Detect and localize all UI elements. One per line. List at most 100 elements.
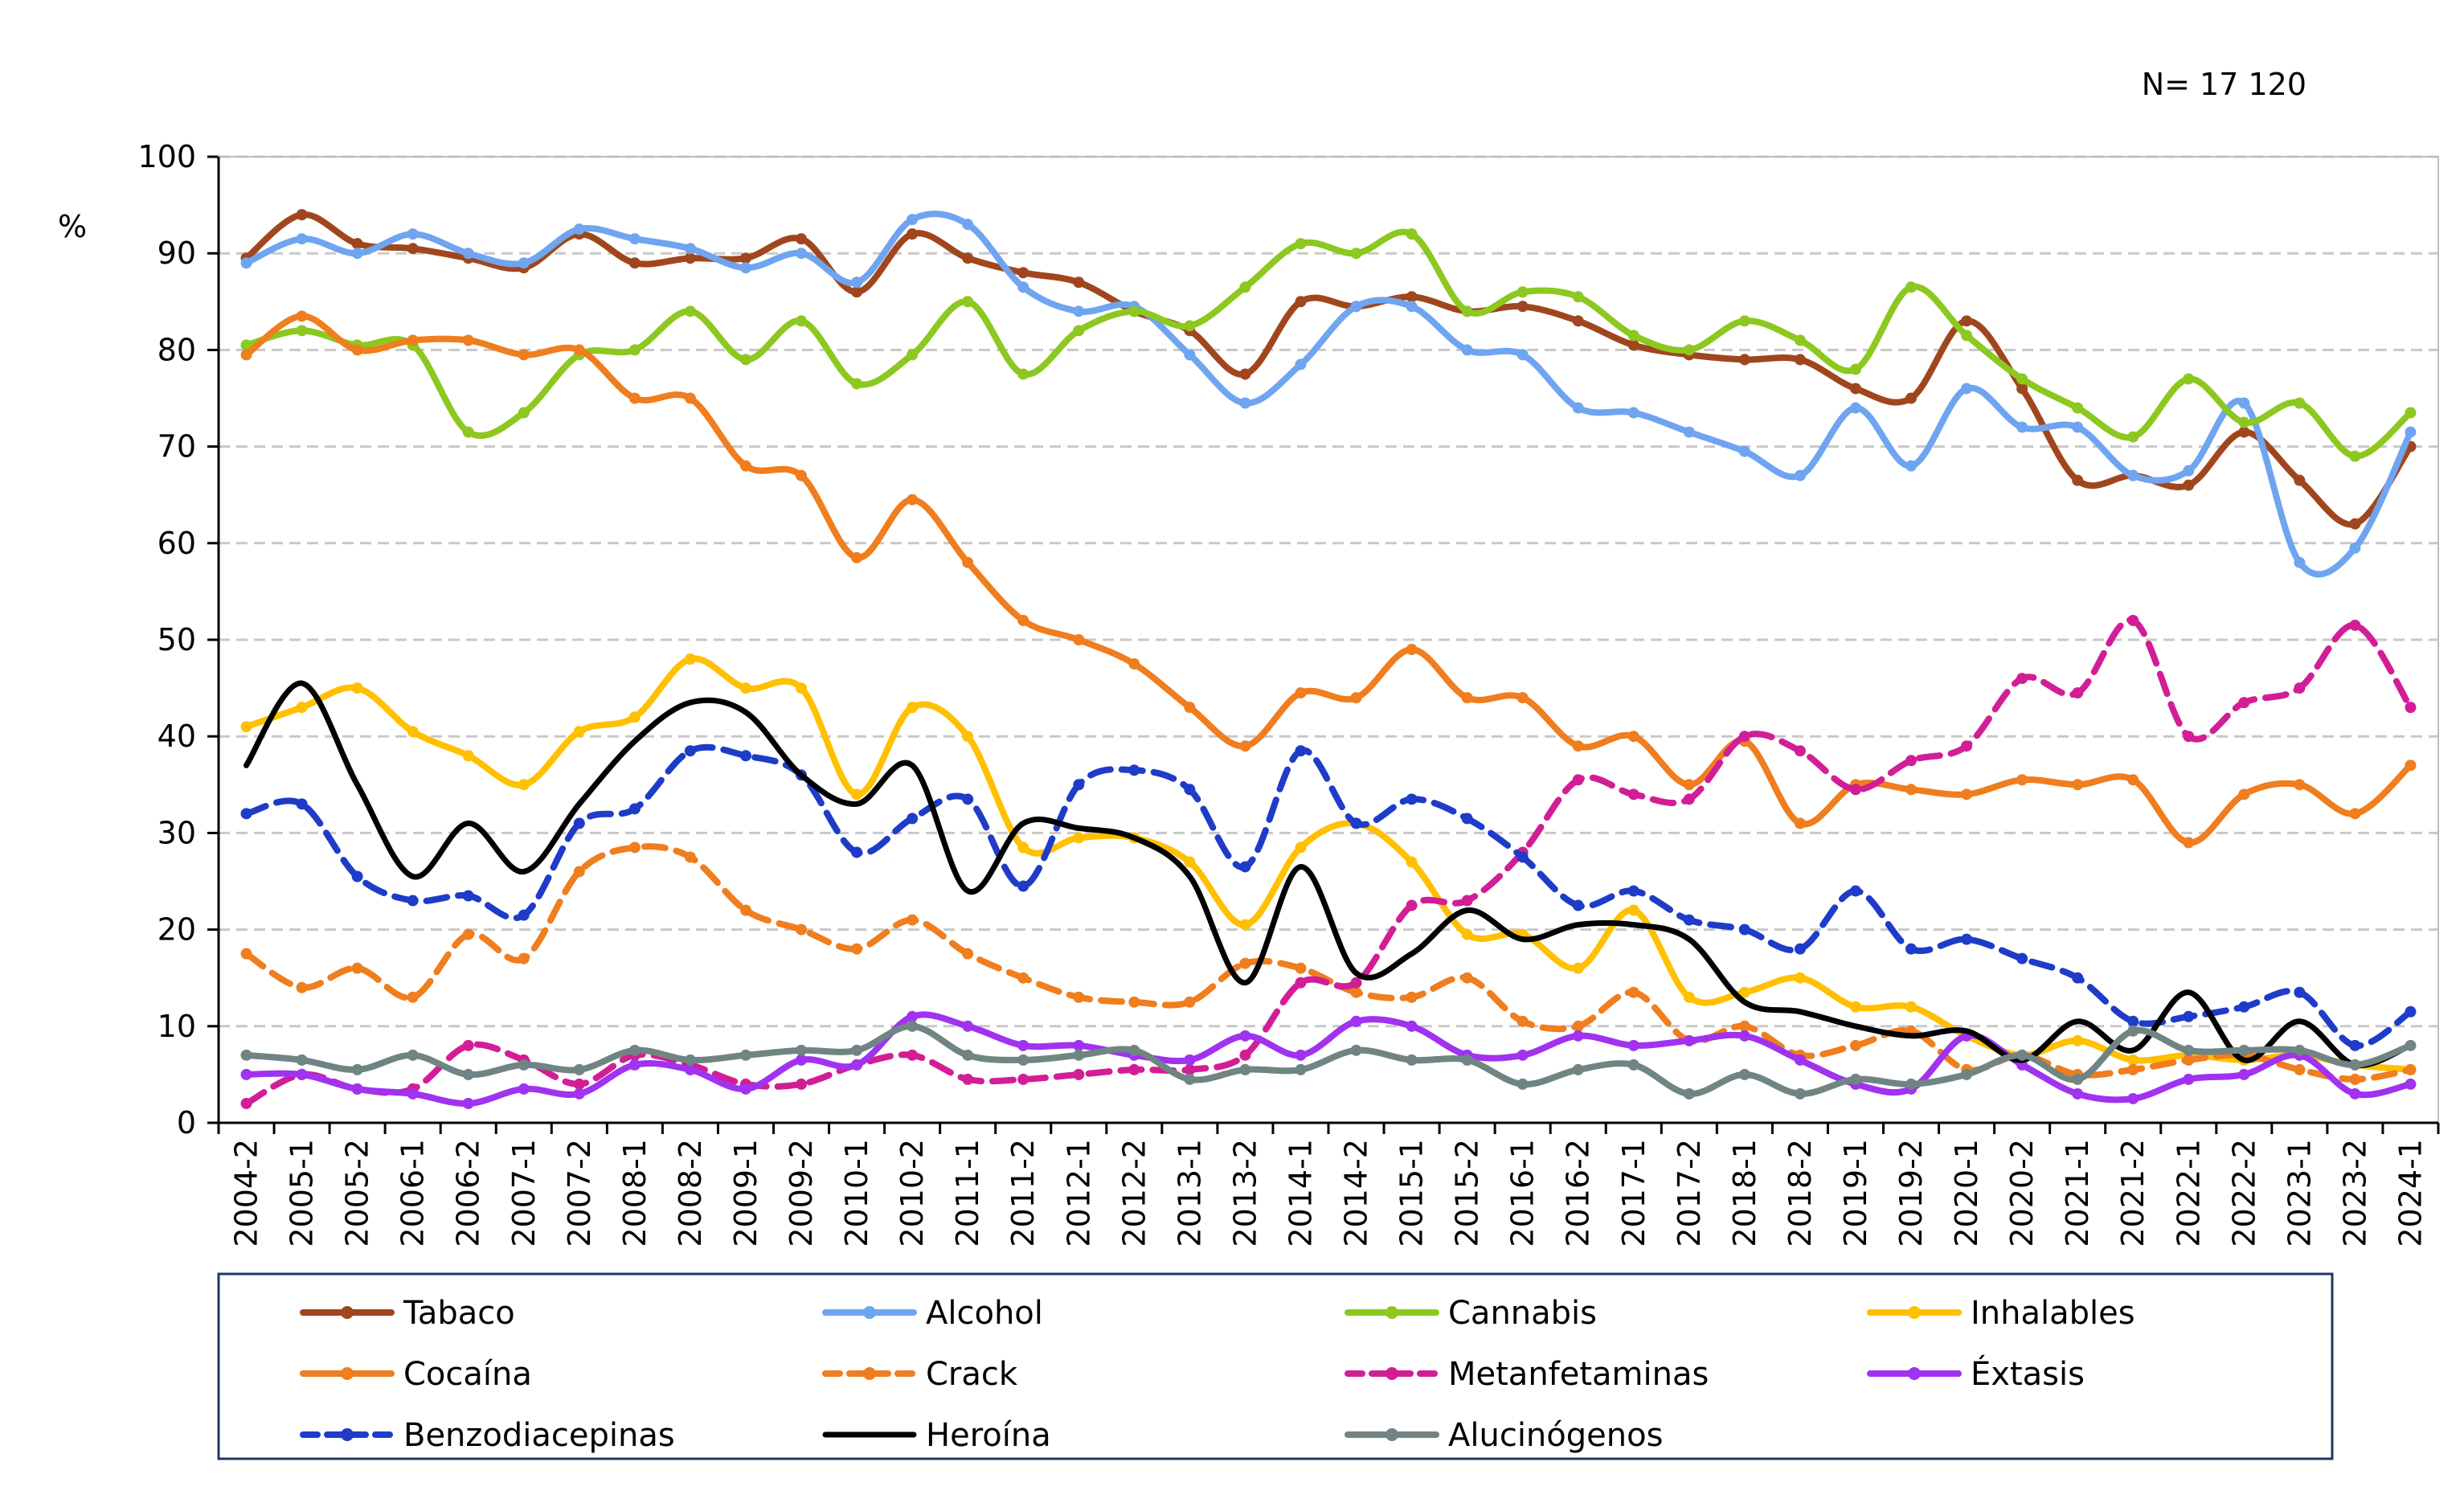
data-point: [351, 870, 363, 882]
legend-label: Éxtasis: [1971, 1354, 2085, 1393]
data-point: [462, 890, 474, 902]
data-point: [240, 339, 252, 351]
data-point: [1295, 296, 1307, 308]
data-point: [1461, 305, 1473, 317]
data-point: [2016, 774, 2028, 786]
data-point: [1350, 986, 1362, 998]
data-point: [2072, 474, 2084, 486]
x-tick-label: 2012-1: [1061, 1139, 1096, 1247]
data-point: [2072, 402, 2084, 414]
x-tick-label: 2019-2: [1893, 1139, 1929, 1247]
data-point: [684, 392, 696, 404]
data-point: [1017, 972, 1029, 984]
data-point: [2405, 1005, 2417, 1018]
data-point: [1461, 813, 1473, 825]
data-point: [2072, 1087, 2084, 1100]
data-point: [1572, 315, 1584, 327]
data-point: [2405, 702, 2417, 714]
data-point: [739, 354, 751, 366]
data-point: [351, 238, 363, 250]
y-tick-label: 60: [158, 526, 196, 561]
data-point: [684, 745, 696, 757]
legend-marker: [341, 1367, 354, 1380]
x-tick-label: 2006-2: [451, 1139, 486, 1247]
data-point: [2294, 682, 2306, 694]
data-point: [1738, 731, 1750, 743]
data-point: [2294, 397, 2306, 409]
data-point: [1905, 1001, 1918, 1013]
series-line: [244, 680, 2413, 1069]
data-point: [1683, 793, 1695, 805]
data-point: [628, 257, 641, 269]
data-point: [1239, 919, 1251, 931]
data-point: [2349, 542, 2361, 554]
data-point: [739, 904, 751, 916]
y-tick-label: 80: [158, 332, 196, 367]
data-point: [1184, 1073, 1196, 1085]
legend-marker: [1385, 1306, 1398, 1319]
data-point: [1683, 344, 1695, 356]
data-point: [1406, 291, 1418, 303]
x-tick-label: 2007-2: [562, 1139, 597, 1247]
data-point: [2405, 1078, 2417, 1090]
x-tick-label: 2013-1: [1172, 1139, 1207, 1247]
x-tick-label: 2009-1: [728, 1139, 763, 1247]
data-point: [2349, 1039, 2361, 1051]
data-point: [2127, 1054, 2139, 1066]
data-point: [962, 556, 974, 568]
data-point: [462, 1039, 474, 1051]
data-point: [628, 803, 641, 815]
data-point: [1516, 1078, 1529, 1090]
legend-marker: [863, 1306, 876, 1319]
data-point: [1572, 1030, 1584, 1042]
data-point: [573, 817, 585, 829]
data-point: [351, 1063, 363, 1075]
data-point: [351, 248, 363, 260]
data-point: [2016, 1049, 2028, 1061]
legend-label: Metanfetaminas: [1448, 1356, 1709, 1393]
x-tick-label: 2006-1: [395, 1139, 431, 1247]
x-tick-label: 2016-2: [1561, 1139, 1596, 1247]
data-point: [1406, 228, 1418, 240]
y-tick-labels: 0 10 20 30 40 50 60 70 80 90 100: [137, 139, 196, 1140]
x-tick-label: 2015-1: [1394, 1139, 1430, 1247]
data-point: [2127, 1025, 2139, 1037]
data-point: [2016, 373, 2028, 385]
data-point: [796, 248, 808, 260]
data-point: [1295, 745, 1307, 757]
data-point: [2183, 373, 2195, 385]
data-point: [851, 378, 863, 390]
data-point: [962, 948, 974, 960]
series-lines: [240, 209, 2417, 1109]
data-point: [1905, 460, 1918, 472]
legend-item-cannabis: Cannabis: [1345, 1295, 1597, 1332]
data-point: [351, 682, 363, 694]
data-point: [796, 1044, 808, 1056]
data-point: [1239, 1063, 1251, 1075]
data-point: [1961, 315, 1973, 327]
data-point: [1017, 614, 1029, 626]
data-point: [2183, 465, 2195, 477]
x-tick-label: 2014-1: [1283, 1139, 1318, 1247]
data-point: [739, 460, 751, 472]
data-point: [573, 1078, 585, 1090]
data-point: [518, 1083, 530, 1095]
data-point: [2405, 407, 2417, 419]
data-point: [1516, 1015, 1529, 1027]
series-alcohol: [240, 211, 2417, 578]
data-point: [628, 233, 641, 245]
x-tick-label: 2024-1: [2392, 1139, 2428, 1247]
data-point: [1794, 354, 1806, 366]
data-point: [518, 407, 530, 419]
data-point: [1516, 301, 1529, 313]
data-point: [2127, 431, 2139, 443]
data-point: [351, 1083, 363, 1095]
data-point: [1627, 904, 1639, 916]
data-point: [2238, 788, 2250, 801]
data-point: [907, 349, 919, 361]
data-point: [1572, 962, 1584, 974]
data-point: [2183, 479, 2195, 491]
legend-marker: [341, 1306, 354, 1319]
data-point: [1794, 334, 1806, 346]
x-tick-label: 2018-2: [1783, 1139, 1818, 1247]
